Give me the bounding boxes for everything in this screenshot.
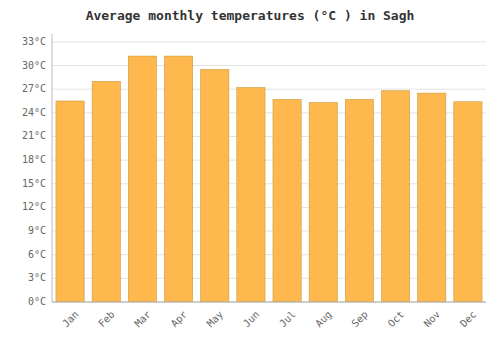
x-tick-label: Oct: [386, 309, 407, 330]
bar: [381, 91, 409, 302]
bar: [309, 103, 337, 302]
x-tick-label: Jul: [277, 309, 298, 330]
chart-container: Average monthly temperatures (°C ) in Sa…: [0, 0, 500, 350]
y-tick-label: 9°C: [28, 225, 46, 236]
title: Average monthly temperatures (°C ) in Sa…: [86, 8, 415, 23]
x-tick-label: May: [205, 309, 226, 330]
bars: [56, 56, 482, 302]
grid-line: [52, 302, 486, 303]
bar: [56, 101, 84, 302]
x-tick-label: Apr: [169, 309, 190, 330]
bar: [418, 93, 446, 302]
bar: [237, 88, 265, 302]
bar: [273, 99, 301, 302]
grid: [52, 42, 486, 302]
grid-line: [52, 41, 486, 42]
y-tick-label: 12°C: [22, 201, 46, 212]
y-axis: 0°C 3°C 6°C 9°C 12°C 15°C 18°C 21°C 24°C 27°C 30°C…: [22, 34, 52, 307]
y-tick-label: 0°C: [28, 296, 46, 307]
y-tick-label: 21°C: [22, 130, 46, 141]
x-tick-label: Mar: [132, 309, 153, 330]
bar: [454, 102, 482, 302]
y-tick-label: 27°C: [22, 83, 46, 94]
chart: Average monthly temperatures (°C ) in Sa…: [0, 0, 500, 350]
y-tick-label: 30°C: [22, 60, 46, 71]
y-tick-label: 33°C: [22, 36, 46, 47]
x-tick-label: Feb: [96, 309, 117, 330]
y-tick-label: 24°C: [22, 107, 46, 118]
x-axis: Jan Feb Mar Apr May Jun Jul Aug Sep Oct Nov Dec: [52, 302, 486, 329]
bar: [92, 81, 120, 302]
x-tick-label: Aug: [313, 309, 334, 330]
y-axis-line: [52, 34, 53, 302]
y-tick-label: 18°C: [22, 154, 46, 165]
x-axis-line: [52, 302, 486, 303]
x-tick-label: Sep: [349, 309, 370, 330]
x-tick-label: Dec: [458, 309, 479, 330]
y-tick-label: 15°C: [22, 178, 46, 189]
y-tick-label: 3°C: [28, 272, 46, 283]
bar: [164, 56, 192, 302]
x-tick-label: Jan: [60, 309, 81, 330]
y-tick-label: 6°C: [28, 249, 46, 260]
grid-line: [52, 65, 486, 66]
x-tick-label: Nov: [422, 309, 443, 330]
bar: [201, 69, 229, 302]
bar: [128, 56, 156, 302]
x-tick-label: Jun: [241, 309, 262, 330]
bar: [345, 99, 373, 302]
